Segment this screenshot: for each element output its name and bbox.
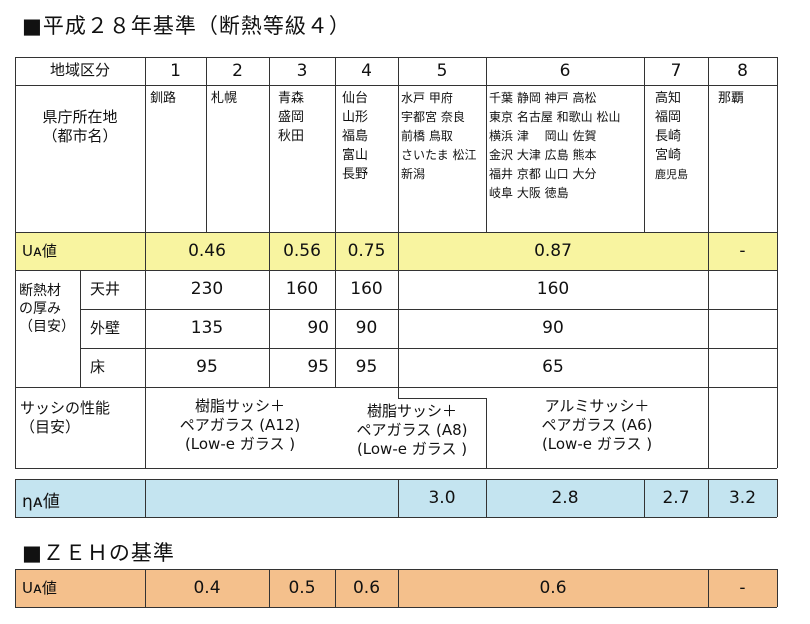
- eta-region-7: 2.7: [662, 488, 690, 508]
- ceiling-region-5-7: 160: [536, 279, 570, 299]
- zeh-ua-region-5-7: 0.6: [539, 578, 567, 598]
- zeh-ua-region-1-2: 0.4: [193, 578, 221, 598]
- wall-region-5-7: 90: [542, 318, 564, 338]
- ua-region-8: -: [739, 241, 746, 261]
- floor-region-3: 95: [307, 357, 329, 377]
- wall-region-4: 90: [355, 318, 378, 338]
- region-7: 7: [670, 61, 682, 81]
- eta-region-6: 2.8: [551, 488, 579, 508]
- ceiling-region-3: 160: [285, 279, 319, 299]
- region-4: 4: [361, 61, 372, 81]
- sash-spec-a: 樹脂サッシ＋ ペアガラス (A12) (Low-e ガラス ): [179, 397, 301, 453]
- ua-region-3: 0.56: [283, 241, 321, 261]
- zeh-title: ■ＺＥＨの基準: [22, 541, 175, 565]
- capitals-region-8: 那覇: [718, 91, 745, 106]
- capital-label: 県庁所在地 （都市名）: [42, 108, 118, 145]
- zeh-ua-label: Uᴀ値: [22, 579, 57, 597]
- region-1: 1: [170, 61, 181, 81]
- zeh-ua-region-3: 0.5: [288, 578, 316, 598]
- ua-region-4: 0.75: [347, 241, 386, 261]
- region-5: 5: [436, 61, 448, 81]
- zeh-row-bg: [15, 569, 777, 607]
- capitals-region-5: 水戸 甲府 宇都宮 奈良 前橋 鳥取 さいたま 松江 新潟: [401, 91, 477, 181]
- region-6: 6: [559, 61, 571, 81]
- sash-spec-b: 樹脂サッシ＋ ペアガラス (A8) (Low-e ガラス ): [356, 402, 468, 458]
- floor-region-4: 95: [355, 357, 378, 377]
- floor-region-5-7: 65: [542, 357, 564, 377]
- page-title: ■平成２８年基準（断熱等級４）: [22, 14, 351, 38]
- capitals-region-4: 仙台 山形 福島 富山 長野: [342, 91, 369, 182]
- capitals-region-7: 高知 福岡 長崎 宮崎 鹿児島: [655, 91, 688, 181]
- wall-label: 外壁: [90, 319, 121, 337]
- ceiling-label: 天井: [90, 280, 121, 298]
- capitals-region-6: 千葉 静岡 神戸 高松 東京 名古屋 和歌山 松山 横浜 津 岡山 佐賀 金沢 …: [489, 91, 621, 200]
- eta-region-8: 3.2: [728, 488, 757, 508]
- zeh-ua-region-4: 0.6: [352, 578, 381, 598]
- ua-region-5-7: 0.87: [534, 241, 572, 261]
- capitals-region-2: 札幌: [211, 91, 238, 106]
- ceiling-region-4: 160: [350, 279, 383, 299]
- ceiling-region-1-2: 230: [190, 279, 224, 299]
- wall-region-1-2: 135: [190, 318, 224, 338]
- wall-region-3: 90: [307, 318, 329, 338]
- region-8: 8: [737, 61, 748, 81]
- ua-row-bg: [15, 232, 777, 270]
- insulation-label: 断熱材 の厚み （目安）: [19, 283, 75, 335]
- ua-region-1-2: 0.46: [188, 241, 226, 261]
- region-2: 2: [232, 61, 243, 81]
- eta-region-5: 3.0: [428, 488, 456, 508]
- eta-label: ηᴀ値: [22, 492, 60, 512]
- sash-spec-c: アルミサッシ＋ ペアガラス (A6) (Low-e ガラス ): [541, 397, 653, 453]
- floor-label: 床: [90, 358, 106, 376]
- ua-label: Uᴀ値: [22, 242, 57, 260]
- capitals-region-1: 釧路: [150, 91, 177, 106]
- capitals-region-3: 青森 盛岡 秋田: [278, 91, 305, 144]
- region-label: 地域区分: [49, 61, 110, 79]
- floor-region-1-2: 95: [196, 357, 218, 377]
- eta-row-bg: [15, 479, 777, 517]
- sash-label: サッシの性能 （目安）: [20, 399, 111, 436]
- zeh-ua-region-8: -: [739, 578, 746, 598]
- region-3: 3: [296, 61, 308, 81]
